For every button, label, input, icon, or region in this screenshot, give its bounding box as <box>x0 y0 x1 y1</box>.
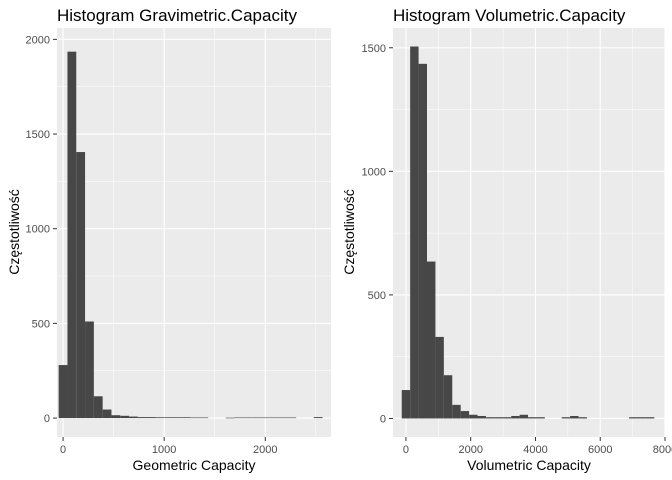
y-axis-title: Częstotliwość <box>341 189 357 275</box>
y-tick-label: 500 <box>368 290 386 302</box>
histogram-bar <box>173 417 182 419</box>
histogram-bar <box>528 417 537 419</box>
histogram-bar <box>570 415 579 419</box>
histogram-bar <box>645 417 655 419</box>
x-axis-title: Volumetric Capacity <box>467 457 591 473</box>
volumetric-histogram-panel: Histogram Volumetric.Capacity 0 500 1000 15… <box>341 6 672 473</box>
histogram-bar <box>452 404 461 419</box>
histogram-bar <box>190 417 200 419</box>
histogram-bar <box>536 417 545 419</box>
histogram-bar <box>313 417 323 419</box>
histogram-bar <box>199 417 209 419</box>
histogram-bar <box>164 417 174 419</box>
bars-layer <box>401 46 655 419</box>
x-tick-label: 0 <box>403 444 409 456</box>
x-tick-label: 2000 <box>253 444 277 456</box>
x-tick-label: 2000 <box>458 444 482 456</box>
histogram-bar <box>102 409 112 419</box>
x-axis-title: Geometric Capacity <box>133 457 256 473</box>
histogram-bar <box>129 416 138 419</box>
histogram-bar <box>511 415 520 419</box>
plot-area <box>57 28 331 437</box>
histogram-bar <box>269 417 279 419</box>
histogram-bar <box>234 417 244 419</box>
histogram-bar <box>410 46 419 419</box>
histogram-bar <box>111 415 121 419</box>
histogram-bar <box>76 152 86 419</box>
histogram-bar <box>418 63 427 419</box>
histogram-bar <box>243 417 253 419</box>
y-tick-label: 0 <box>44 413 50 425</box>
histogram-bar <box>155 417 165 419</box>
histogram-bar <box>460 411 470 419</box>
histogram-bar <box>578 417 587 419</box>
y-axis-title: Częstotliwość <box>6 189 22 275</box>
x-tick-label: 8000 <box>653 444 672 456</box>
x-tick-label: 0 <box>60 444 66 456</box>
histogram-bar <box>93 396 103 419</box>
gravimetric-histogram-panel: Histogram Gravimetric.Capacity 0 500 1000 1… <box>6 6 331 473</box>
chart-title: Histogram Volumetric.Capacity <box>393 6 626 25</box>
histogram-bar <box>278 417 288 419</box>
histogram-bar <box>519 414 529 419</box>
axes-layer: 0 500 1000 1500 0 2000 4000 6000 8000 <box>362 43 672 456</box>
histogram-bar <box>120 415 130 419</box>
histogram-bar <box>181 417 191 419</box>
bars-layer <box>58 51 323 419</box>
histogram-bar <box>58 365 68 419</box>
histogram-bar <box>137 417 147 419</box>
x-tick-label: 1000 <box>152 444 176 456</box>
x-tick-label: 4000 <box>523 444 547 456</box>
histogram-bar <box>502 417 512 419</box>
histogram-bar <box>146 417 156 419</box>
x-tick-label: 6000 <box>588 444 612 456</box>
histogram-bar <box>252 417 261 419</box>
y-tick-label: 500 <box>32 318 50 330</box>
y-tick-label: 1500 <box>362 43 386 55</box>
histogram-bar <box>85 321 94 419</box>
y-tick-label: 1500 <box>26 129 50 141</box>
histogram-bar <box>637 417 646 419</box>
histogram-bar <box>477 415 486 419</box>
histogram-bar <box>225 417 235 419</box>
histogram-bar <box>401 390 411 419</box>
histogram-bar <box>469 414 478 419</box>
y-tick-label: 1000 <box>362 166 386 178</box>
y-tick-label: 0 <box>380 413 386 425</box>
histogram-bar <box>443 375 453 419</box>
chart-title: Histogram Gravimetric.Capacity <box>57 6 297 25</box>
histogram-bar <box>629 417 638 419</box>
histogram-bar <box>485 417 495 419</box>
histogram-bar <box>435 336 444 419</box>
y-tick-label: 1000 <box>26 224 50 236</box>
histogram-bar <box>427 261 436 419</box>
histogram-bar <box>260 417 270 419</box>
histogram-bar <box>67 51 77 419</box>
histogram-bar <box>287 417 297 419</box>
histogram-bar <box>561 417 571 419</box>
histogram-bar <box>494 417 503 419</box>
axes-layer: 0 500 1000 1500 2000 0 1000 2000 <box>26 34 278 456</box>
y-tick-label: 2000 <box>26 34 50 46</box>
grid-layer <box>393 28 666 437</box>
